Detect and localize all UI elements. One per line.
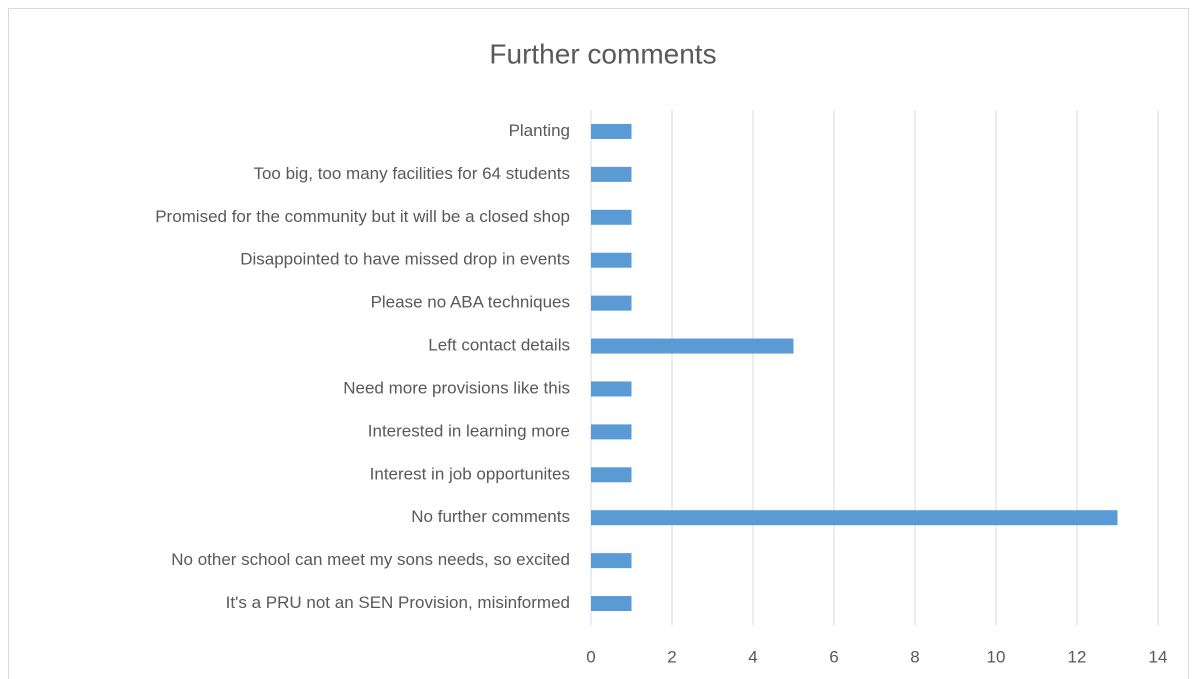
- x-tick-label: 0: [586, 647, 595, 666]
- bar: [591, 381, 632, 397]
- y-tick-label: Promised for the community but it will b…: [155, 207, 570, 226]
- x-tick-label: 10: [987, 647, 1006, 666]
- y-tick-label: Please no ABA techniques: [371, 293, 570, 312]
- bar: [591, 338, 794, 354]
- y-tick-label: Planting: [509, 121, 570, 140]
- bar: [591, 209, 632, 225]
- bar: [591, 295, 632, 311]
- bar: [591, 166, 632, 182]
- x-tick-label: 6: [829, 647, 838, 666]
- x-tick-label: 4: [748, 647, 757, 666]
- y-tick-label: No other school can meet my sons needs, …: [171, 550, 570, 569]
- x-tick-label: 12: [1068, 647, 1087, 666]
- y-tick-label: Interest in job opportunites: [370, 464, 570, 483]
- x-tick-label: 14: [1149, 647, 1168, 666]
- bar: [591, 553, 632, 569]
- bar: [591, 252, 632, 268]
- y-tick-label: Disappointed to have missed drop in even…: [240, 250, 570, 269]
- y-tick-label: Too big, too many facilities for 64 stud…: [253, 164, 570, 183]
- bar: [591, 123, 632, 139]
- x-tick-label: 8: [910, 647, 919, 666]
- y-tick-label: Need more provisions like this: [343, 378, 570, 397]
- bar: [591, 510, 1118, 526]
- bar: [591, 596, 632, 612]
- y-tick-label: Left contact details: [428, 336, 570, 355]
- bar: [591, 424, 632, 440]
- y-tick-label: No further comments: [411, 507, 570, 526]
- chart-title: Further comments: [489, 38, 716, 69]
- bar: [591, 467, 632, 483]
- x-tick-label: 2: [667, 647, 676, 666]
- y-tick-label: Interested in learning more: [368, 421, 570, 440]
- y-tick-label: It's a PRU not an SEN Provision, misinfo…: [226, 593, 570, 612]
